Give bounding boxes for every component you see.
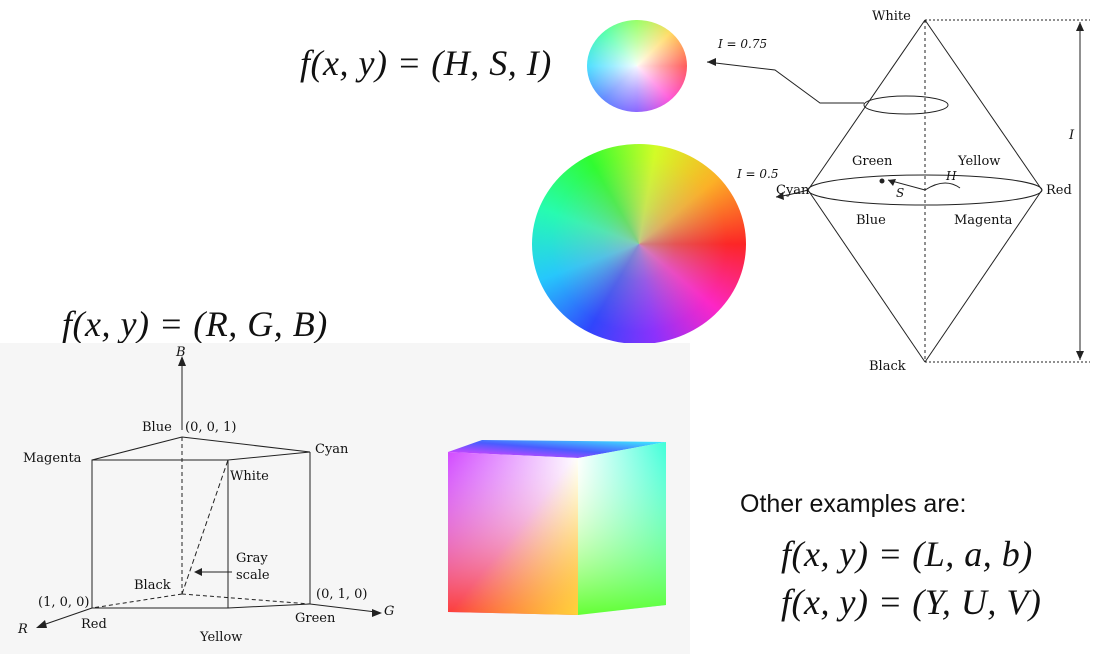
hsi-yellow-label: Yellow — [958, 154, 1001, 169]
scale-label: scale — [236, 568, 270, 583]
blue-coord-label: (0, 0, 1) — [185, 420, 237, 435]
rgb-cyan-label: Cyan — [315, 442, 349, 457]
gray-label: Gray — [236, 551, 268, 566]
rgb-yellow-label: Yellow — [200, 630, 243, 645]
hsi-cyan-label: Cyan — [776, 183, 810, 198]
hsi-white-label: White — [872, 9, 911, 24]
rgb-blue-label: Blue — [142, 420, 172, 435]
rgb-white-label: White — [230, 469, 269, 484]
hsi-red-label: Red — [1046, 183, 1072, 198]
i075-label: I = 0.75 — [718, 37, 768, 51]
yuv-equation: f(x, y) = (Y, U, V) — [781, 582, 1042, 622]
b-axis-label: B — [176, 345, 186, 360]
rgb-color-cube-render — [448, 440, 666, 615]
rgb-red-label: Red — [81, 617, 107, 632]
hsi-equation: f(x, y) = (H, S, I) — [300, 43, 552, 83]
rgb-magenta-label: Magenta — [23, 451, 82, 466]
hsi-green-label: Green — [852, 154, 893, 169]
intensity-axis-label: I — [1069, 128, 1075, 143]
other-examples-label: Other examples are: — [740, 490, 967, 518]
rgb-black-label: Black — [134, 578, 171, 593]
r-axis-label: R — [18, 622, 28, 637]
hue-label: H — [946, 169, 957, 183]
red-coord-label: (1, 0, 0) — [38, 595, 90, 610]
green-coord-label: (0, 1, 0) — [316, 587, 368, 602]
hsi-wheel-i075 — [587, 20, 687, 112]
lab-equation: f(x, y) = (L, a, b) — [781, 534, 1033, 574]
rgb-green-label: Green — [295, 611, 336, 626]
hsi-blue-label: Blue — [856, 213, 886, 228]
rgb-equation: f(x, y) = (R, G, B) — [62, 304, 328, 344]
saturation-label: S — [896, 186, 905, 200]
hsi-magenta-label: Magenta — [954, 213, 1013, 228]
hsi-wheel-i05 — [532, 144, 746, 344]
i05-label: I = 0.5 — [737, 167, 779, 181]
g-axis-label: G — [384, 604, 395, 619]
hsi-black-label: Black — [869, 359, 906, 374]
cube-top-face — [448, 440, 666, 458]
